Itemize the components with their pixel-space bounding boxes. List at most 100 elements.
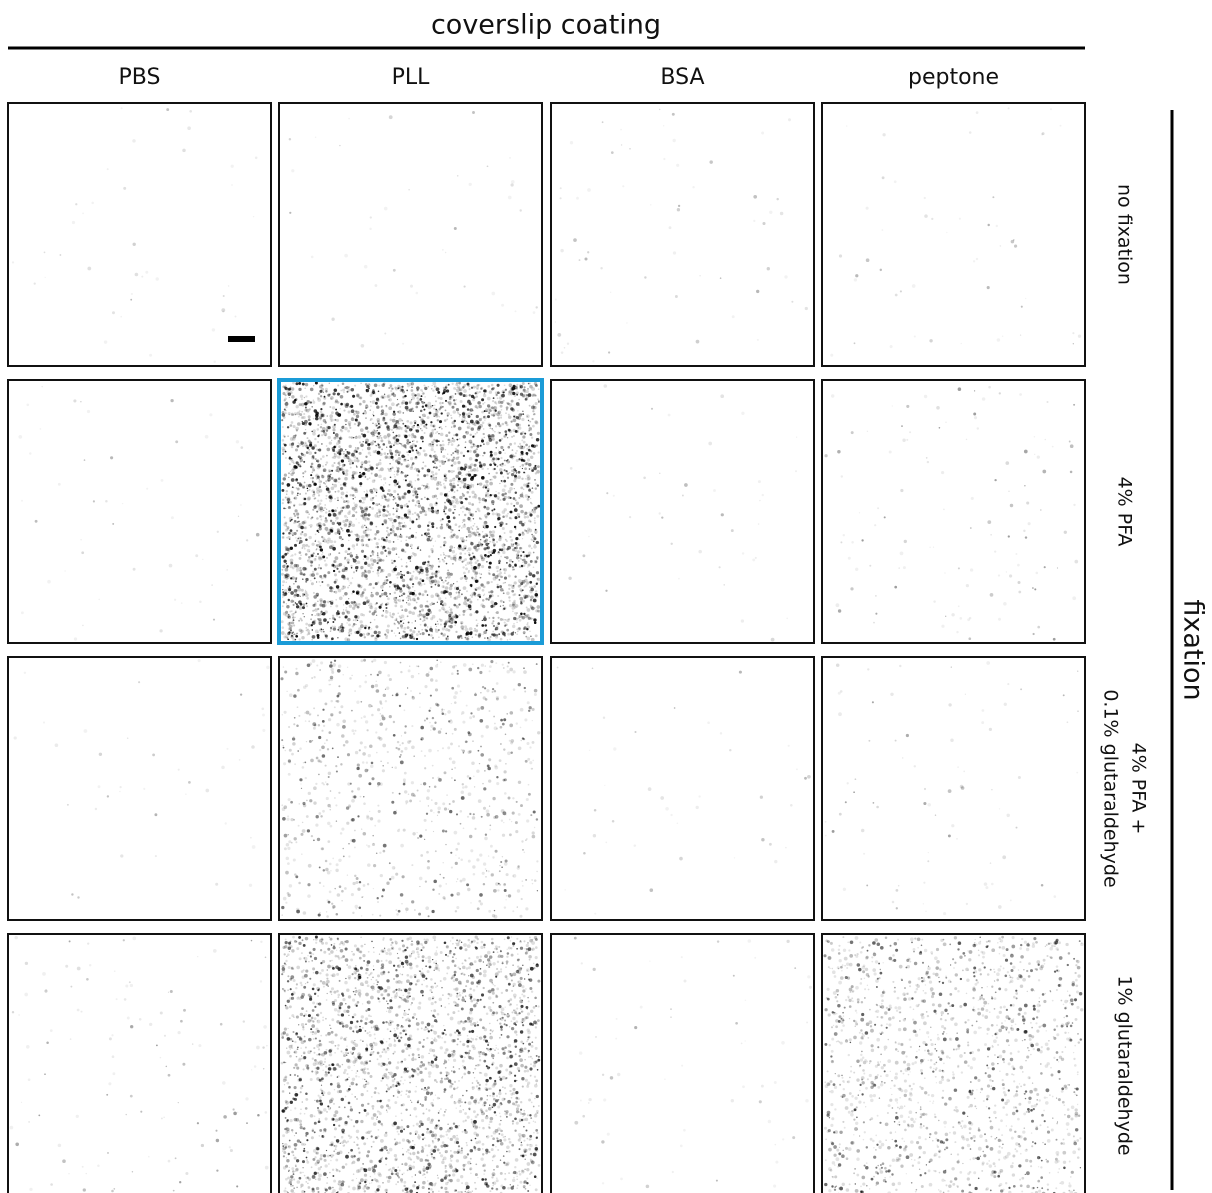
speckle (535, 395, 537, 397)
speckle (496, 541, 498, 543)
speckle (478, 384, 480, 386)
speckle (356, 592, 359, 595)
speckle (445, 386, 447, 388)
speckle (341, 492, 345, 496)
speckle (416, 532, 417, 533)
speckle (431, 448, 434, 451)
micrograph (279, 657, 542, 920)
speckle (731, 529, 734, 532)
speckle (469, 613, 472, 616)
speckle (423, 450, 426, 453)
speckle (411, 622, 413, 624)
speckle (449, 555, 451, 557)
speckle (457, 467, 461, 471)
speckle (387, 433, 391, 437)
speckle (417, 597, 419, 599)
speckle (587, 251, 589, 253)
speckle (161, 479, 164, 482)
speckle (486, 484, 489, 487)
speckle (389, 418, 392, 421)
speckle (356, 435, 358, 437)
speckle (378, 391, 380, 393)
speckle (417, 474, 419, 476)
speckle (414, 436, 417, 439)
speckle (517, 427, 519, 429)
speckle (395, 602, 397, 604)
speckle (304, 548, 306, 550)
speckle (367, 478, 369, 480)
speckle (489, 427, 491, 429)
speckle (492, 468, 494, 470)
speckle (469, 450, 472, 453)
speckle (297, 494, 299, 496)
speckle (461, 637, 463, 639)
speckle (373, 497, 374, 498)
speckle (328, 772, 331, 775)
speckle (677, 208, 680, 211)
speckle (342, 425, 344, 427)
speckle (424, 583, 426, 585)
speckle (317, 464, 321, 468)
speckle (473, 532, 476, 535)
speckle (526, 623, 528, 625)
speckle (40, 428, 42, 430)
speckle (515, 455, 517, 457)
speckle (407, 460, 408, 461)
speckle (346, 492, 347, 493)
speckle (378, 559, 381, 562)
speckle (406, 451, 408, 453)
speckle (507, 472, 509, 474)
speckle (448, 470, 451, 473)
speckle (358, 603, 361, 606)
speckle (315, 823, 318, 826)
speckle (343, 392, 345, 394)
speckle (325, 511, 327, 513)
speckle (466, 413, 469, 416)
speckle (454, 547, 455, 548)
speckle (384, 333, 386, 335)
speckle (314, 577, 316, 579)
speckle (372, 423, 373, 424)
speckle (484, 437, 485, 438)
speckle (395, 450, 399, 454)
speckle (528, 482, 530, 484)
speckle (998, 618, 1001, 621)
speckle (483, 617, 487, 621)
speckle (427, 626, 428, 627)
speckle (324, 504, 326, 506)
speckle (460, 690, 462, 692)
speckle (440, 728, 442, 730)
speckle (529, 421, 531, 423)
speckle (464, 514, 466, 516)
speckle (489, 562, 492, 565)
speckle (301, 531, 303, 533)
speckle (301, 504, 303, 506)
speckle (348, 421, 352, 425)
speckle (338, 613, 340, 615)
speckle (285, 412, 287, 414)
speckle (316, 573, 319, 576)
speckle (1060, 125, 1062, 127)
speckle (337, 413, 341, 417)
speckle (424, 511, 426, 513)
speckle (436, 527, 438, 529)
speckle (293, 633, 295, 635)
speckle (312, 659, 316, 663)
speckle (762, 222, 765, 225)
speckle (350, 565, 352, 567)
speckle (392, 530, 394, 532)
speckle (468, 471, 470, 473)
speckle (372, 440, 374, 442)
speckle (445, 477, 447, 479)
speckle (434, 416, 435, 417)
speckle (513, 497, 516, 500)
speckle (443, 479, 445, 481)
speckle (420, 549, 421, 550)
speckle (533, 414, 534, 415)
speckle (840, 541, 842, 543)
speckle (381, 490, 383, 492)
speckle (519, 597, 523, 601)
speckle (341, 497, 343, 499)
speckle (968, 637, 971, 640)
speckle (351, 436, 353, 438)
